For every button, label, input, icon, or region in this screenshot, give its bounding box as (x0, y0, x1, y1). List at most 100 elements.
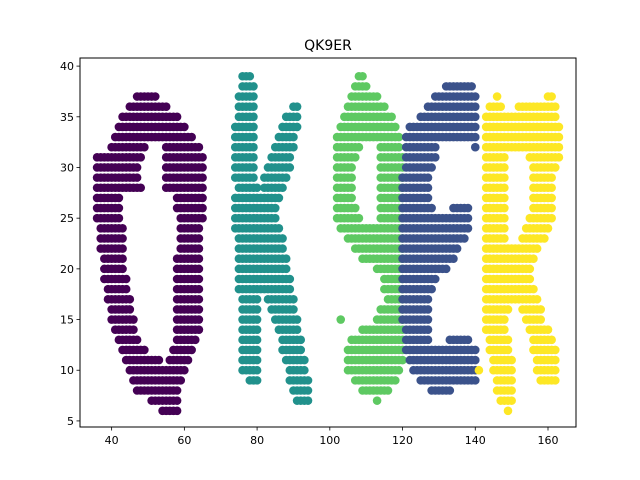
scatter-point (536, 315, 546, 324)
scatter-point (292, 112, 302, 122)
scatter-point (554, 142, 564, 152)
scatter-point (249, 132, 258, 142)
scatter-point (507, 396, 516, 405)
scatter-point (430, 142, 440, 152)
scatter-point (460, 234, 469, 243)
scatter-point (423, 325, 433, 334)
scatter-point (198, 213, 207, 223)
scatter-point (194, 264, 204, 274)
scatter-point (550, 102, 560, 111)
scatter-point (423, 183, 433, 193)
scatter-point (278, 183, 287, 193)
scatter-point (550, 355, 560, 365)
scatter-point (292, 325, 302, 334)
scatter-point (285, 163, 295, 172)
scatter-point (500, 213, 509, 223)
scatter-point (252, 335, 262, 345)
scatter-point (198, 173, 207, 182)
series-4 (398, 82, 480, 395)
scatter-point (187, 345, 196, 355)
scatter-point (281, 173, 291, 182)
scatter-point (154, 355, 164, 365)
x-axis: 40 60 80 100 120 140 160 (105, 427, 559, 447)
scatter-point (394, 132, 404, 142)
scatter-point (529, 254, 538, 264)
scatter-point (354, 213, 364, 223)
scatter-point (118, 264, 127, 274)
y-tick-label: 25 (60, 212, 74, 225)
scatter-point (350, 153, 360, 162)
scatter-point (249, 112, 258, 122)
scatter-point (532, 244, 542, 253)
scatter-point (194, 315, 204, 324)
scatter-point (470, 142, 480, 152)
scatter-point (540, 234, 549, 243)
scatter-point (550, 345, 560, 355)
scatter-point (198, 163, 207, 172)
scatter-point (543, 224, 553, 233)
plot-frame (79, 57, 577, 428)
scatter-point (281, 254, 291, 264)
scatter-point (336, 315, 346, 324)
scatter-point (270, 203, 280, 213)
scatter-point (423, 335, 433, 345)
scatter-point (470, 102, 480, 111)
scatter-point (445, 386, 455, 395)
scatter-point (180, 122, 189, 132)
scatter-point (452, 244, 462, 253)
scatter-point (140, 142, 149, 152)
scatter-point (198, 203, 207, 213)
scatter-point (140, 345, 149, 355)
scatter-point (423, 173, 433, 182)
scatter-point (118, 254, 127, 264)
scatter-point (470, 132, 480, 142)
scatter-point (252, 355, 262, 365)
scatter-point (390, 122, 400, 132)
scatter-point (194, 234, 204, 243)
scatter-point (292, 102, 302, 111)
scatter-point (252, 365, 262, 375)
scatter-point (270, 213, 280, 223)
scatter-point (500, 163, 509, 172)
scatter-point (500, 173, 509, 182)
scatter-point (354, 142, 364, 152)
scatter-point (249, 122, 258, 132)
scatter-point (470, 122, 480, 132)
y-tick-label: 40 (60, 60, 74, 73)
scatter-point (547, 335, 556, 345)
scatter-point (470, 355, 480, 365)
scatter-point (289, 294, 298, 304)
scatter-point (550, 376, 560, 385)
x-tick-label: 80 (250, 434, 264, 447)
scatter-point (198, 183, 207, 193)
scatter-point (394, 142, 404, 152)
scatter-point (194, 325, 204, 334)
scatter-point (129, 315, 138, 324)
scatter-point (525, 264, 535, 274)
scatter-point (176, 376, 186, 385)
scatter-point (529, 284, 538, 294)
scatter-point (289, 305, 298, 314)
scatter-point (347, 183, 356, 193)
scatter-point (507, 376, 516, 385)
scatter-point (252, 183, 262, 193)
scatter-point (274, 193, 284, 203)
scatter-point (289, 142, 298, 152)
scatter-point (252, 315, 262, 324)
scatter-point (423, 305, 433, 314)
scatter-point (532, 294, 542, 304)
scatter-point (198, 153, 207, 162)
scatter-point (172, 396, 182, 405)
scatter-point (500, 325, 509, 334)
scatter-point (503, 345, 513, 355)
scatter-point (292, 122, 302, 132)
scatter-point (249, 102, 258, 111)
scatter-point (285, 153, 295, 162)
scatter-point (296, 335, 306, 345)
scatter-point (463, 203, 473, 213)
scatter-point (252, 325, 262, 334)
scatter-point (289, 132, 298, 142)
scatter-point (350, 203, 360, 213)
scatter-point (427, 203, 436, 213)
scatter-point (550, 365, 560, 375)
